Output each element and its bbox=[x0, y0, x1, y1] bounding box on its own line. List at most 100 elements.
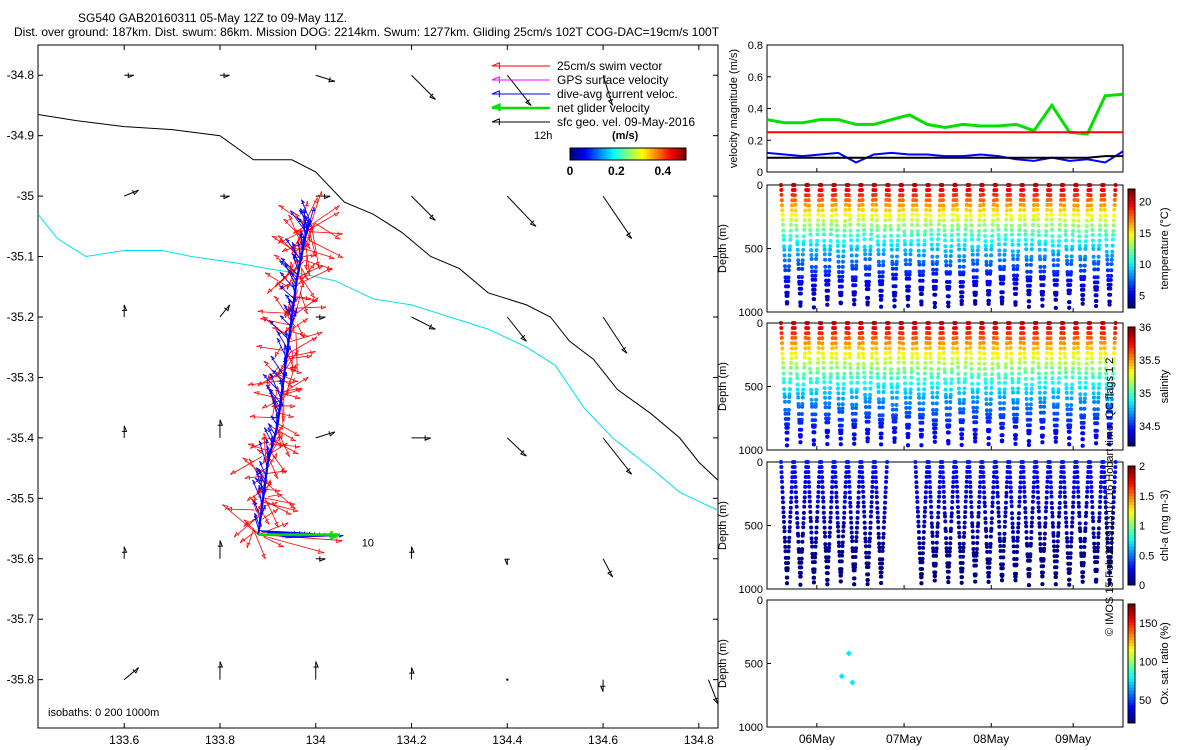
temperature-point bbox=[980, 188, 985, 193]
chlorophyll-point bbox=[959, 580, 964, 585]
geo-vector-head bbox=[121, 425, 128, 432]
chlorophyll-point bbox=[982, 495, 987, 500]
salinity-point bbox=[995, 355, 1000, 360]
chlorophyll-point bbox=[921, 536, 926, 541]
dac-vector bbox=[284, 294, 294, 304]
temperature-point bbox=[862, 248, 867, 253]
temperature-point bbox=[1044, 229, 1049, 234]
chlorophyll-point bbox=[963, 505, 968, 510]
temperature-point bbox=[998, 267, 1003, 272]
chlorophyll-point bbox=[969, 500, 974, 505]
salinity-point bbox=[915, 361, 920, 365]
temperature-point bbox=[836, 264, 841, 269]
temperature-point bbox=[860, 202, 865, 207]
chlorophyll-point bbox=[884, 479, 889, 484]
temperature-point bbox=[840, 264, 845, 269]
temperature-ytick-label: 1000 bbox=[739, 307, 763, 319]
salinity-point bbox=[1072, 346, 1076, 351]
temperature-point bbox=[1054, 297, 1058, 302]
oxygen-colorbar-cell bbox=[1128, 624, 1135, 629]
dac-vector bbox=[262, 374, 282, 395]
chlorophyll-point bbox=[967, 465, 972, 469]
temperature-point bbox=[854, 259, 859, 264]
temperature-point bbox=[1050, 239, 1055, 244]
salinity-point bbox=[780, 351, 785, 356]
chlorophyll-colorbar-cell bbox=[1128, 540, 1135, 544]
salinity-point bbox=[957, 386, 961, 391]
temperature-point bbox=[1042, 257, 1047, 262]
swim-vector bbox=[275, 262, 301, 288]
salinity-point bbox=[933, 435, 938, 440]
swim-vector-head bbox=[290, 503, 296, 510]
temperature-point bbox=[904, 262, 908, 267]
salinity-point bbox=[1081, 425, 1086, 430]
swim-vector-head bbox=[273, 254, 280, 260]
temperature-point bbox=[1107, 302, 1112, 307]
map-colorbar-cell bbox=[682, 148, 685, 160]
chlorophyll-point bbox=[870, 484, 875, 489]
temperature-point bbox=[1106, 273, 1111, 278]
salinity-point bbox=[828, 386, 833, 391]
chlorophyll-point bbox=[1035, 479, 1040, 484]
salinity-point bbox=[789, 346, 794, 351]
chlorophyll-point bbox=[1076, 494, 1081, 499]
chlorophyll-point bbox=[1085, 485, 1090, 490]
temperature-ytick-label: 500 bbox=[745, 244, 763, 256]
temperature-point bbox=[821, 227, 826, 232]
temperature-point bbox=[976, 237, 981, 242]
temperature-colorbar-cell bbox=[1128, 189, 1135, 193]
geo-vector-head bbox=[525, 99, 532, 106]
chlorophyll-point bbox=[873, 475, 878, 480]
temperature-point bbox=[876, 242, 881, 247]
temperature-point bbox=[969, 223, 974, 228]
chlorophyll-point bbox=[835, 521, 840, 525]
salinity-point bbox=[847, 336, 851, 340]
chlorophyll-point bbox=[810, 544, 815, 549]
temperature-point bbox=[820, 208, 825, 213]
temperature-colorbar-cell bbox=[1128, 257, 1135, 261]
chlorophyll-point bbox=[963, 510, 968, 515]
temperature-point bbox=[782, 244, 786, 249]
salinity-point bbox=[910, 360, 914, 365]
chlorophyll-point bbox=[915, 495, 920, 500]
temperature-point bbox=[793, 213, 798, 217]
salinity-point bbox=[916, 377, 921, 382]
temperature-point bbox=[1022, 217, 1027, 222]
salinity-point bbox=[927, 326, 932, 331]
chlorophyll-point bbox=[928, 494, 933, 499]
salinity-point bbox=[1011, 406, 1016, 411]
salinity-point bbox=[1051, 387, 1055, 392]
chlorophyll-point bbox=[948, 529, 953, 534]
temperature-point bbox=[811, 305, 816, 310]
chlorophyll-point bbox=[1063, 504, 1068, 509]
chlorophyll-point bbox=[1102, 485, 1107, 490]
chlorophyll-point bbox=[825, 571, 830, 576]
chlorophyll-point bbox=[788, 514, 793, 519]
temperature-point bbox=[790, 198, 795, 203]
temperature-point bbox=[887, 198, 892, 203]
chlorophyll-point bbox=[839, 570, 844, 575]
chlorophyll-point bbox=[1025, 543, 1030, 548]
salinity-point bbox=[813, 404, 818, 409]
map-colorbar-cell bbox=[608, 148, 612, 160]
salinity-point bbox=[888, 367, 893, 372]
chlorophyll-point bbox=[822, 525, 827, 530]
salinity-point bbox=[837, 409, 842, 414]
chlorophyll-point bbox=[879, 570, 884, 575]
temperature-point bbox=[1088, 188, 1093, 192]
salinity-point bbox=[866, 431, 871, 436]
chlorophyll-point bbox=[1109, 546, 1114, 550]
salinity-point bbox=[1065, 396, 1069, 401]
temperature-point bbox=[815, 232, 820, 237]
salinity-point bbox=[934, 401, 939, 406]
chlorophyll-point bbox=[854, 535, 859, 540]
temperature-point bbox=[907, 284, 911, 289]
temperature-point bbox=[808, 238, 813, 243]
temperature-point bbox=[941, 203, 946, 208]
temperature-point bbox=[1017, 228, 1022, 232]
salinity-point bbox=[879, 442, 884, 447]
temperature-point bbox=[941, 207, 946, 212]
chlorophyll-point bbox=[980, 460, 985, 464]
chlorophyll-point bbox=[1112, 480, 1117, 485]
chlorophyll-point bbox=[876, 525, 881, 530]
